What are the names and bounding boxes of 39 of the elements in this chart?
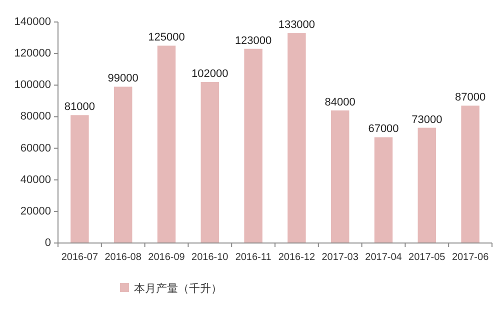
- x-tick-label: 2017-05: [408, 252, 446, 263]
- x-tick-label: 2016-08: [104, 252, 142, 263]
- data-label: 123000: [234, 34, 272, 47]
- bar: [70, 115, 89, 243]
- bar: [461, 106, 480, 243]
- data-label: 99000: [108, 72, 138, 85]
- bar: [330, 110, 350, 243]
- y-tick-label: 0: [44, 237, 51, 249]
- y-tick-label: 20000: [20, 205, 51, 218]
- bar: [418, 128, 436, 243]
- data-label: 133000: [278, 19, 316, 32]
- y-tick-label: 60000: [20, 142, 51, 154]
- data-label: 87000: [455, 92, 486, 104]
- x-tick-label: 2017-06: [452, 252, 490, 263]
- data-label: 81000: [64, 101, 95, 114]
- x-tick-label: 2017-03: [322, 252, 359, 263]
- bar: [157, 46, 176, 243]
- legend-label: 本月产量（千升）: [134, 282, 222, 295]
- bar: [374, 137, 393, 243]
- data-label: 125000: [148, 32, 185, 44]
- y-tick-label: 80000: [20, 110, 51, 123]
- x-tick-label: 2016-09: [148, 252, 186, 263]
- data-label: 73000: [412, 114, 442, 126]
- x-tick-label: 2017-04: [365, 252, 402, 263]
- y-tick-label: 100000: [14, 79, 51, 92]
- y-tick-label: 40000: [20, 174, 51, 186]
- x-tick-label: 2016-07: [61, 252, 98, 263]
- x-tick-label: 2016-11: [235, 252, 272, 263]
- bar: [114, 86, 132, 243]
- bar: [200, 82, 220, 243]
- data-label: 102000: [192, 68, 228, 80]
- x-tick-label: 2016-10: [192, 252, 229, 263]
- y-tick-label: 120000: [14, 48, 51, 60]
- data-label: 67000: [368, 123, 399, 136]
- data-label: 84000: [324, 96, 356, 108]
- bar: [288, 33, 306, 243]
- y-tick-label: 140000: [14, 16, 51, 28]
- bar: [244, 48, 262, 243]
- x-tick-label: 2016-12: [278, 252, 316, 263]
